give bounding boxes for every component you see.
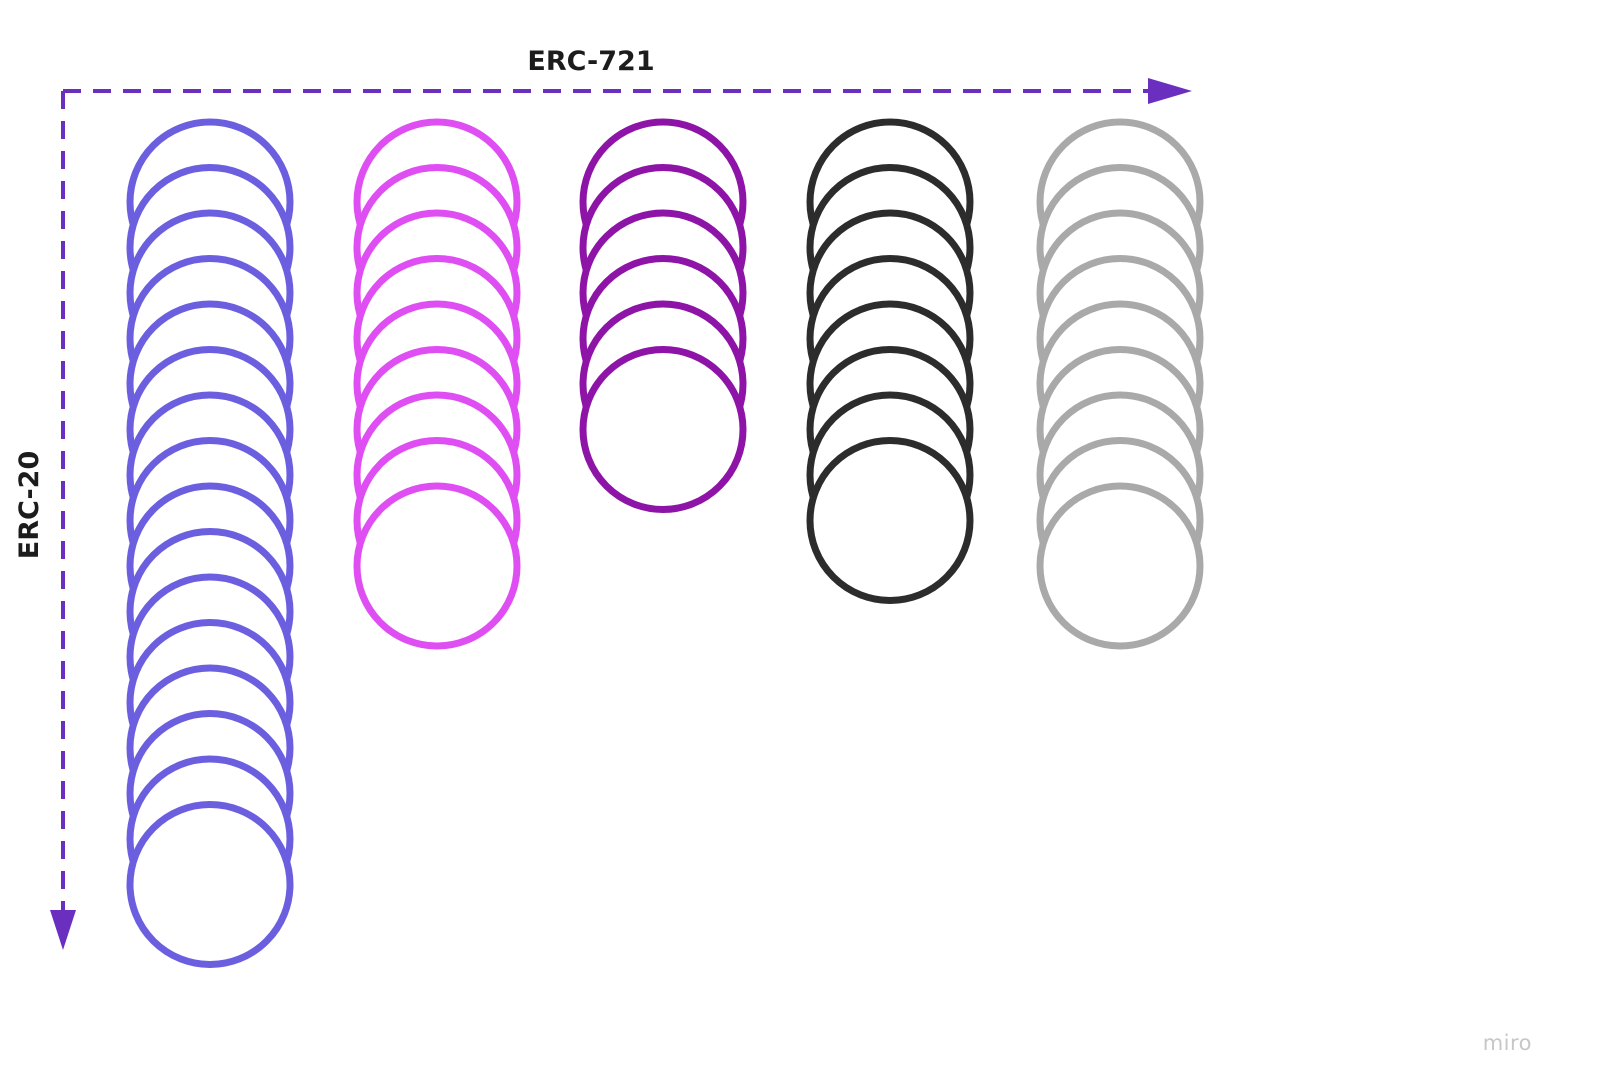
miro-watermark: miro: [1482, 1031, 1532, 1055]
erc-20-label: ERC-20: [14, 451, 45, 559]
coin-icon: [806, 437, 974, 604]
coin-icon: [579, 346, 747, 513]
coin-stack-2: [353, 118, 521, 650]
coin-icon: [1036, 482, 1204, 650]
erc-20-arrowhead: [50, 910, 76, 950]
erc-721-label: ERC-721: [527, 46, 654, 77]
erc-20-axis: ERC-20: [14, 91, 76, 950]
erc-721-axis: ERC-721: [63, 46, 1192, 104]
coin-icon: [353, 482, 521, 650]
coin-stack-5: [1036, 118, 1204, 650]
coin-stack-3: [579, 118, 747, 513]
coin-stack-4: [806, 118, 974, 604]
erc-721-arrowhead: [1148, 78, 1192, 104]
coin-stack-1: [126, 118, 294, 968]
coin-icon: [126, 801, 294, 968]
coin-stacks: [126, 118, 1204, 968]
